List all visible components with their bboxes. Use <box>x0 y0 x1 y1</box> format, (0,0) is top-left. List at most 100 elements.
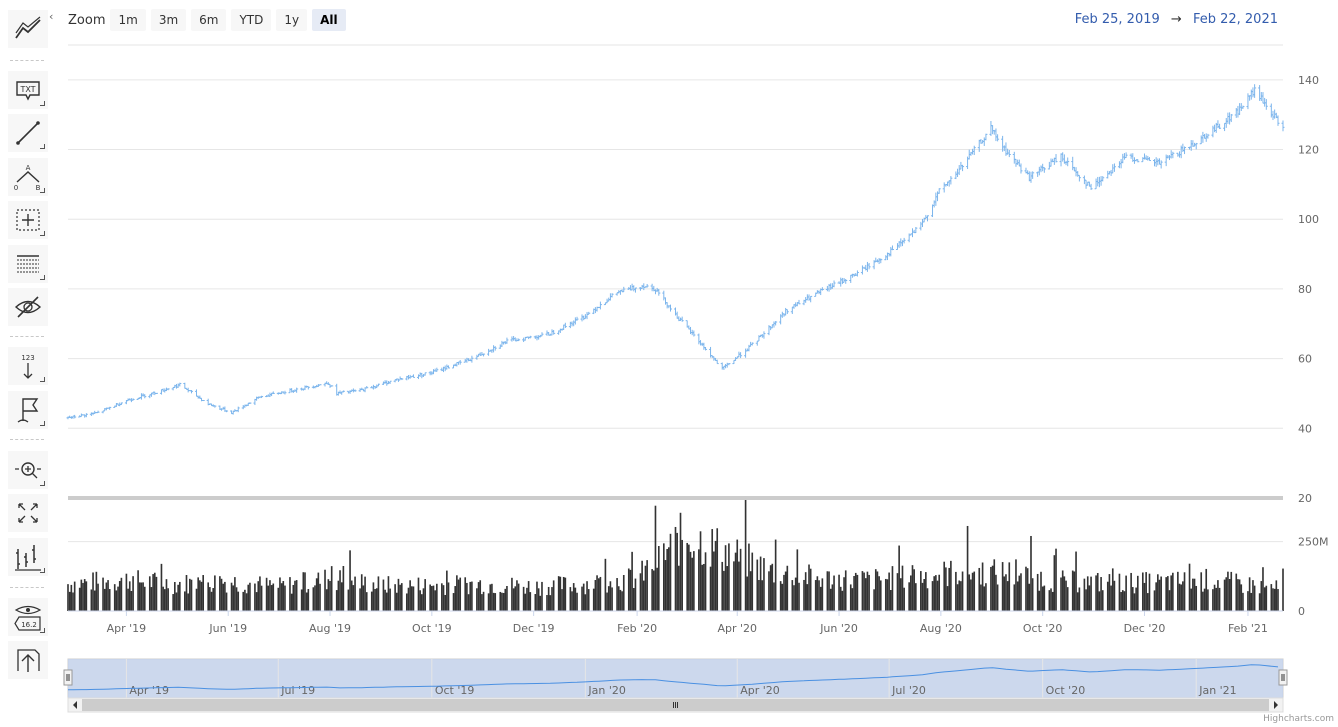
volume-bar <box>1242 592 1244 611</box>
ohlc-point <box>820 287 824 291</box>
volume-bar <box>339 570 341 611</box>
zoom-6m-button[interactable]: 6m <box>191 9 227 31</box>
volume-bar <box>429 584 431 611</box>
ohlc-point <box>1039 165 1043 173</box>
volume-series <box>67 500 1284 611</box>
volume-bar <box>1108 574 1111 611</box>
volume-bar <box>1026 568 1029 611</box>
current-price-button[interactable]: 16.2 <box>8 598 48 636</box>
fib-label-b: B <box>36 184 41 192</box>
volume-bar <box>1193 578 1196 611</box>
visibility-button[interactable] <box>8 288 48 326</box>
ohlc-point <box>934 192 938 206</box>
volume-bar <box>833 575 835 611</box>
volume-bar <box>504 588 507 611</box>
ohlc-point <box>1206 133 1210 139</box>
ohlc-point <box>411 374 415 378</box>
range-to-input[interactable]: Feb 22, 2021 <box>1192 12 1278 27</box>
ohlc-point <box>598 301 602 310</box>
navigator-handle-left[interactable] <box>63 669 73 686</box>
ohlc-point <box>1141 157 1145 163</box>
ohlc-point <box>844 279 848 284</box>
zoom-ytd-button[interactable]: YTD <box>231 9 272 31</box>
volume-bar <box>629 569 632 611</box>
toolbar-collapse-icon[interactable]: ‹ <box>49 10 54 23</box>
ohlc-point <box>921 218 925 228</box>
volume-bar <box>611 587 613 611</box>
fibonacci-button[interactable]: A B 0 <box>8 158 48 196</box>
volume-bar <box>1113 580 1116 611</box>
credits-link[interactable]: Highcharts.com <box>1263 714 1334 724</box>
volume-bar <box>1016 581 1019 611</box>
counter-icon-text: 123 <box>21 354 34 362</box>
flags-button[interactable] <box>8 391 48 429</box>
volume-bar <box>1121 590 1124 611</box>
volume-bar <box>935 575 937 611</box>
volume-bar <box>966 525 969 611</box>
measure-button[interactable] <box>8 245 48 283</box>
ohlc-point <box>1147 157 1151 162</box>
volume-bar <box>1253 585 1256 611</box>
volume-bar <box>162 586 164 611</box>
ohlc-point <box>697 333 701 345</box>
range-selector: Zoom 1m 3m 6m YTD 1y All <box>68 9 351 31</box>
volume-bar <box>898 545 900 611</box>
volume-bar <box>915 583 917 611</box>
save-chart-button[interactable] <box>8 641 48 679</box>
ohlc-point <box>662 290 666 301</box>
volume-bar <box>200 581 203 611</box>
range-from-input[interactable]: Feb 25, 2019 <box>1074 12 1160 27</box>
volume-bar <box>547 586 550 611</box>
zoom-all-button[interactable]: All <box>312 9 346 31</box>
volume-bar <box>889 590 892 611</box>
volume-bar <box>207 582 210 611</box>
ohlc-point <box>1016 159 1020 165</box>
navigator-handle-right[interactable] <box>1278 669 1288 686</box>
volume-bar <box>642 580 645 611</box>
volume-bar <box>856 574 859 611</box>
volume-bar <box>70 584 73 611</box>
ohlc-point <box>295 387 299 393</box>
crosshair-button[interactable] <box>8 201 48 239</box>
navigator-label: Jan '21 <box>1198 684 1236 697</box>
line-button[interactable] <box>8 114 48 152</box>
ohlc-point <box>306 386 310 390</box>
volume-bar <box>793 585 795 611</box>
volume-bar <box>1051 591 1054 611</box>
volume-bar <box>105 582 108 611</box>
volume-bar <box>1078 587 1081 611</box>
scroll-left-arrow-icon[interactable] <box>73 701 77 709</box>
volume-bar <box>222 583 225 611</box>
navigator-label: Oct '20 <box>1046 684 1086 697</box>
volume-bar <box>627 568 630 611</box>
label-button[interactable]: TXT <box>8 71 48 109</box>
volume-bar <box>526 587 528 611</box>
zoom-1y-button[interactable]: 1y <box>276 9 308 31</box>
scroll-right-arrow-icon[interactable] <box>1274 701 1278 709</box>
series-type-button[interactable] <box>8 538 48 576</box>
volume-bar <box>279 577 281 611</box>
ohlc-point <box>1238 103 1242 116</box>
vertical-counter-button[interactable]: 123 <box>8 347 48 385</box>
volume-bar <box>1192 578 1194 611</box>
volume-bar <box>516 580 518 611</box>
volume-bar <box>574 587 577 611</box>
volume-bar <box>596 575 598 611</box>
volume-bar <box>1041 586 1044 611</box>
ohlc-point <box>926 215 930 222</box>
volume-bar <box>1145 572 1147 611</box>
ohlc-point <box>587 311 591 315</box>
ohlc-point <box>89 412 93 417</box>
fullscreen-button[interactable] <box>8 494 48 532</box>
volume-bar <box>352 585 355 611</box>
zoom-1m-button[interactable]: 1m <box>110 9 146 31</box>
ohlc-point <box>1037 166 1041 176</box>
volume-bar <box>1157 574 1159 611</box>
volume-bar <box>329 580 331 611</box>
volume-bar <box>1260 581 1263 611</box>
zoom-change-button[interactable] <box>8 451 48 489</box>
indicators-button[interactable] <box>8 10 48 48</box>
volume-bar <box>67 584 69 611</box>
zoom-3m-button[interactable]: 3m <box>150 9 187 31</box>
ohlc-point <box>96 410 100 414</box>
